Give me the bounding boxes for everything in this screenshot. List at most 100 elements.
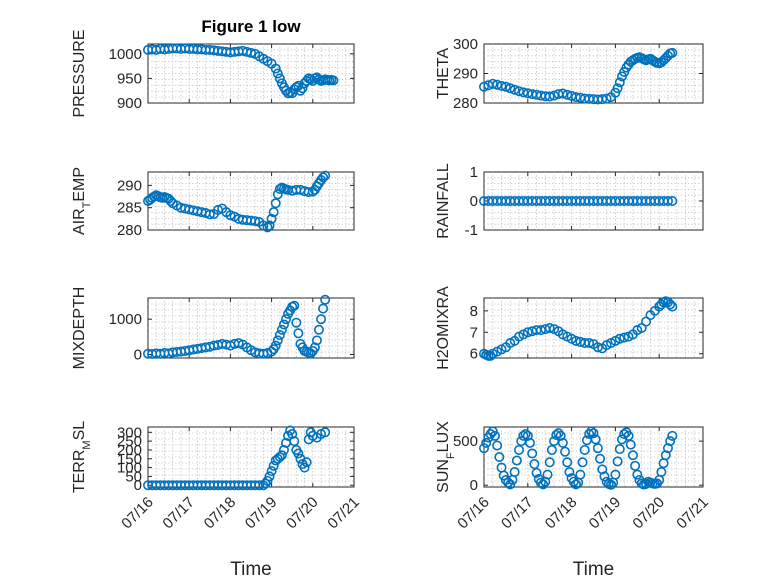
subplot-air_temp: 280 285 290 AIRTEMP xyxy=(71,167,355,239)
data-point xyxy=(599,471,610,482)
data-point xyxy=(278,319,289,330)
data-point xyxy=(487,78,498,89)
data-point xyxy=(606,479,617,490)
data-point xyxy=(478,81,489,92)
data-point xyxy=(320,294,331,305)
data-point xyxy=(597,94,608,105)
data-point xyxy=(531,467,542,478)
data-point xyxy=(575,469,586,480)
data-point xyxy=(614,444,625,455)
data-point xyxy=(544,91,555,102)
data-point xyxy=(272,335,283,346)
data-point xyxy=(562,89,573,100)
data-point xyxy=(562,457,573,468)
data-point xyxy=(320,170,331,181)
y-tick-label: 1000 xyxy=(109,311,142,328)
data-point xyxy=(595,453,606,464)
y-tick-label: 300 xyxy=(453,36,478,53)
series-markers xyxy=(478,196,678,207)
series-markers xyxy=(478,296,678,361)
y-axis-label: SUNFLUX xyxy=(435,421,457,493)
data-point xyxy=(667,301,678,312)
y-axis-label-part: M xyxy=(81,440,93,449)
subplot-rainfall: -1 0 1 RAINFALL xyxy=(435,163,704,239)
subplot-mixdepth: 0 1000 MIXDEPTH xyxy=(71,287,355,369)
data-point xyxy=(570,335,581,346)
y-axis-label-part: PRESSURE xyxy=(71,29,88,117)
y-tick-label: 1 xyxy=(470,164,478,181)
data-point xyxy=(489,430,500,441)
data-point xyxy=(270,198,281,209)
data-point xyxy=(313,324,324,335)
x-tick-label: 07/20 xyxy=(283,494,322,533)
data-point xyxy=(299,462,310,473)
y-axis-label-part: F xyxy=(445,452,457,459)
y-tick-label: 1000 xyxy=(109,46,142,63)
data-point xyxy=(264,471,275,482)
data-point xyxy=(297,83,308,94)
y-tick-label: -1 xyxy=(465,222,478,239)
data-point xyxy=(623,430,634,441)
data-point xyxy=(511,455,522,466)
data-point xyxy=(544,322,555,333)
y-tick-label: 290 xyxy=(117,177,142,194)
x-tick-label: 07/16 xyxy=(454,494,493,533)
x-tick-label: 07/20 xyxy=(629,494,668,533)
data-point xyxy=(579,444,590,455)
data-point xyxy=(274,330,285,341)
y-axis-label-part: TERR xyxy=(71,450,88,494)
data-point xyxy=(557,437,568,448)
data-point xyxy=(293,448,304,459)
data-point xyxy=(535,325,546,336)
data-point xyxy=(309,342,320,353)
data-point xyxy=(246,47,257,58)
data-point xyxy=(665,299,676,310)
data-point xyxy=(270,340,281,351)
data-point xyxy=(303,187,314,198)
data-point xyxy=(318,172,329,183)
data-point xyxy=(584,429,595,440)
y-tick-label: 200 xyxy=(117,442,142,459)
y-tick-label: 0 xyxy=(470,477,478,494)
data-point xyxy=(514,86,525,97)
data-point xyxy=(568,476,579,487)
y-axis-label: PRESSURE xyxy=(71,29,88,117)
data-point xyxy=(481,437,492,448)
y-axis-label-part: T xyxy=(81,201,93,208)
data-point xyxy=(289,300,300,311)
data-point xyxy=(250,216,261,227)
x-tick-label: 07/18 xyxy=(542,494,581,533)
data-point xyxy=(546,444,557,455)
data-point xyxy=(514,444,525,455)
subplot-pressure: 900 950 1000 PRESSURE Figure 1 low xyxy=(71,17,355,118)
data-point xyxy=(630,460,641,471)
series-markers xyxy=(143,43,339,99)
data-point xyxy=(272,68,283,79)
data-point xyxy=(260,478,271,489)
y-tick-label: 8 xyxy=(470,303,478,320)
data-point xyxy=(478,443,489,454)
data-point xyxy=(496,80,507,91)
y-axis-label-part: LUX xyxy=(435,421,452,452)
y-tick-label: 900 xyxy=(117,95,142,112)
data-point xyxy=(656,466,667,477)
data-point xyxy=(254,480,265,491)
y-tick-label: 280 xyxy=(117,222,142,239)
data-point xyxy=(266,466,277,477)
data-point xyxy=(522,327,533,338)
data-point xyxy=(492,79,503,90)
data-point xyxy=(524,437,535,448)
y-tick-label: 250 xyxy=(117,433,142,450)
data-point xyxy=(270,63,281,74)
data-point xyxy=(544,457,555,468)
data-point xyxy=(588,428,599,439)
data-point xyxy=(586,426,597,437)
series-markers xyxy=(143,170,331,233)
data-point xyxy=(301,457,312,468)
y-tick-label: 500 xyxy=(453,433,478,450)
data-point xyxy=(612,83,623,94)
y-axis-label-part: THETA xyxy=(435,48,452,100)
